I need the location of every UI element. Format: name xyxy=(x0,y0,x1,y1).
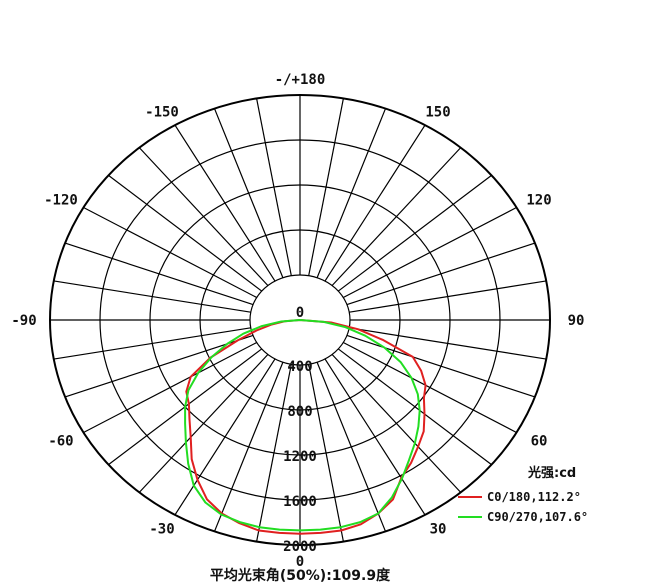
angle-label: 60 xyxy=(531,434,548,450)
polar-grid xyxy=(49,94,551,546)
grid-spoke xyxy=(346,334,536,398)
grid-spoke xyxy=(331,354,462,493)
angle-label: -90 xyxy=(11,313,36,329)
grid-spoke xyxy=(308,98,345,276)
grid-spoke xyxy=(346,242,536,306)
series-line-1 xyxy=(184,319,421,532)
grid-spoke xyxy=(255,364,292,542)
angle-label: -150 xyxy=(145,104,179,120)
grid-spoke xyxy=(343,341,517,434)
grid-spoke xyxy=(324,124,426,282)
grid-spoke xyxy=(316,108,387,278)
grid-spoke xyxy=(138,354,269,493)
beam-angle-caption: 平均光束角(50%):109.9度 xyxy=(210,567,391,584)
angle-label: 30 xyxy=(430,522,447,538)
angle-label: 90 xyxy=(568,313,585,329)
angle-label: -120 xyxy=(44,193,78,209)
grid-spoke xyxy=(108,174,263,292)
radial-label: 0 xyxy=(296,305,304,321)
grid-spoke xyxy=(316,362,387,532)
angle-label: 150 xyxy=(425,104,450,120)
angle-label: -60 xyxy=(48,434,73,450)
radial-label: 800 xyxy=(287,404,312,420)
radial-label: 400 xyxy=(287,359,312,375)
grid-spoke xyxy=(349,327,547,360)
angle-label: 0 xyxy=(296,554,304,570)
grid-spoke xyxy=(64,334,254,398)
grid-spoke xyxy=(53,280,251,313)
legend-label-c90: C90/270,107.6° xyxy=(487,510,588,524)
series-lines xyxy=(184,319,427,535)
angle-labels: 0 30 60 90 120 150 -/+180 -150 -120 -90 -60 -30 xyxy=(11,72,584,570)
grid-spoke xyxy=(324,358,426,516)
angle-label: -/+180 xyxy=(275,72,326,88)
grid-spoke xyxy=(64,242,254,306)
grid-spoke xyxy=(337,174,492,292)
grid-spoke xyxy=(343,206,517,299)
series-line-0 xyxy=(185,319,427,535)
grid-spoke xyxy=(308,364,345,542)
radial-labels: 0 400 800 1200 1600 2000 xyxy=(283,305,317,555)
grid-spoke xyxy=(174,358,276,516)
grid-spoke xyxy=(213,108,284,278)
grid-spoke xyxy=(331,147,462,286)
radial-label: 2000 xyxy=(283,539,317,555)
grid-spoke xyxy=(349,280,547,313)
angle-label: 120 xyxy=(526,193,551,209)
legend: 光强:cd C0/180,112.2° C90/270,107.6° xyxy=(458,465,588,524)
grid-spoke xyxy=(337,348,492,466)
grid-spoke xyxy=(83,341,257,434)
grid-spoke xyxy=(53,327,251,360)
grid-spoke xyxy=(255,98,292,276)
angle-label: -30 xyxy=(149,522,174,538)
legend-label-c0: C0/180,112.2° xyxy=(487,490,581,504)
grid-spoke xyxy=(174,124,276,282)
grid-spoke xyxy=(213,362,284,532)
radial-label: 1200 xyxy=(283,449,317,465)
radial-label: 1600 xyxy=(283,494,317,510)
legend-title: 光强:cd xyxy=(527,465,576,481)
grid-spoke xyxy=(138,147,269,286)
grid-spoke xyxy=(83,206,257,299)
